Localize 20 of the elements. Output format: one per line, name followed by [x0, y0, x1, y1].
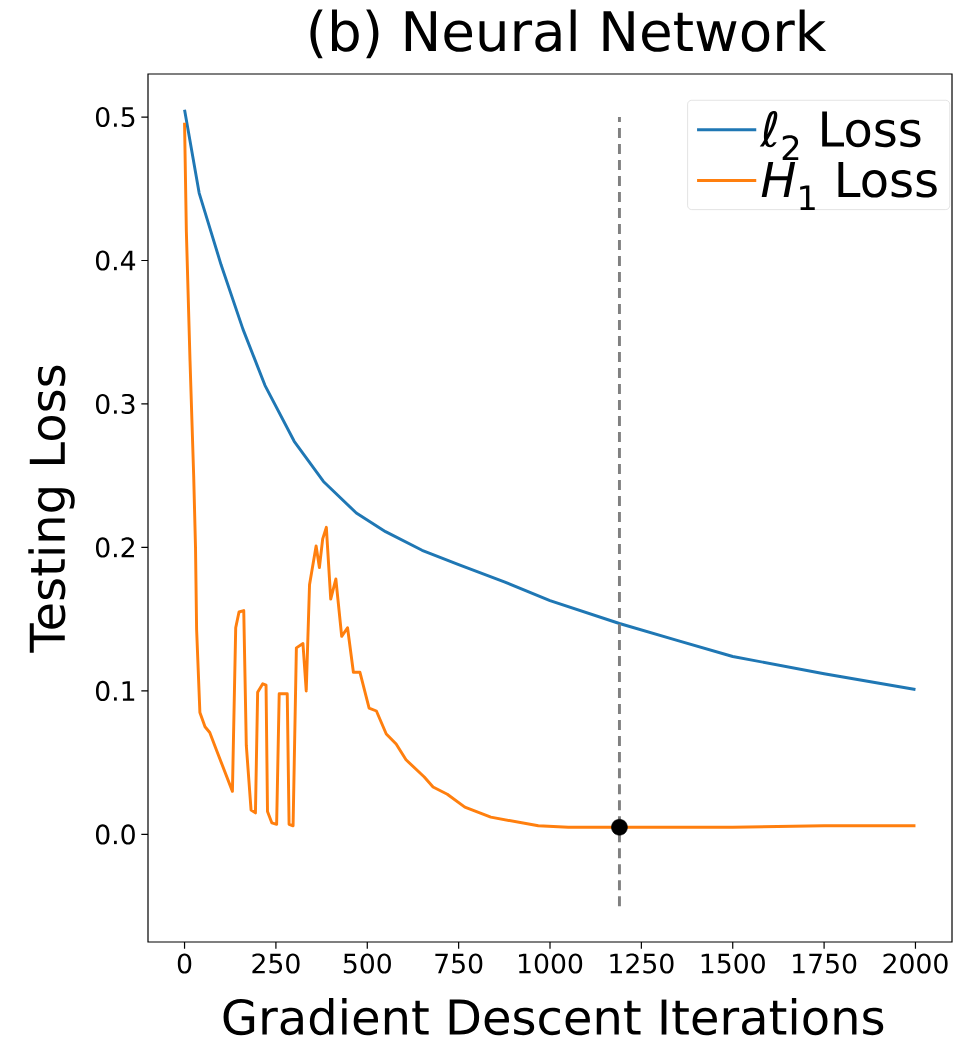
x-tick-label: 500: [343, 953, 391, 974]
x-tick-label: 0: [177, 953, 192, 974]
x-tick-label: 1750: [793, 953, 857, 974]
x-tick-label: 1000: [519, 953, 583, 974]
y-tick-label: 0.0: [95, 824, 135, 845]
y-tick-label: 0.5: [95, 106, 135, 128]
x-tick-label: 2000: [883, 953, 948, 974]
x-axis-title: Gradient Descent Iterations: [223, 998, 884, 1036]
x-tick-label: 250: [252, 953, 300, 974]
y-tick-label: 0.1: [95, 680, 135, 701]
y-axis-title: Testing Loss: [28, 365, 75, 653]
chart-title: (b) Neural Network: [310, 9, 827, 59]
y-tick-label: 0.2: [95, 537, 134, 558]
x-tick-label: 1500: [701, 953, 765, 974]
legend-label: H$_{1}$ Loss: [761, 161, 937, 210]
x-tick-label: 1250: [610, 953, 674, 974]
y-tick-label: 0.3: [95, 393, 135, 415]
y-tick-label: 0.4: [95, 250, 136, 271]
x-tick-label: 750: [435, 953, 483, 974]
legend-label: ℓ$_{2}$ Loss: [759, 110, 921, 161]
